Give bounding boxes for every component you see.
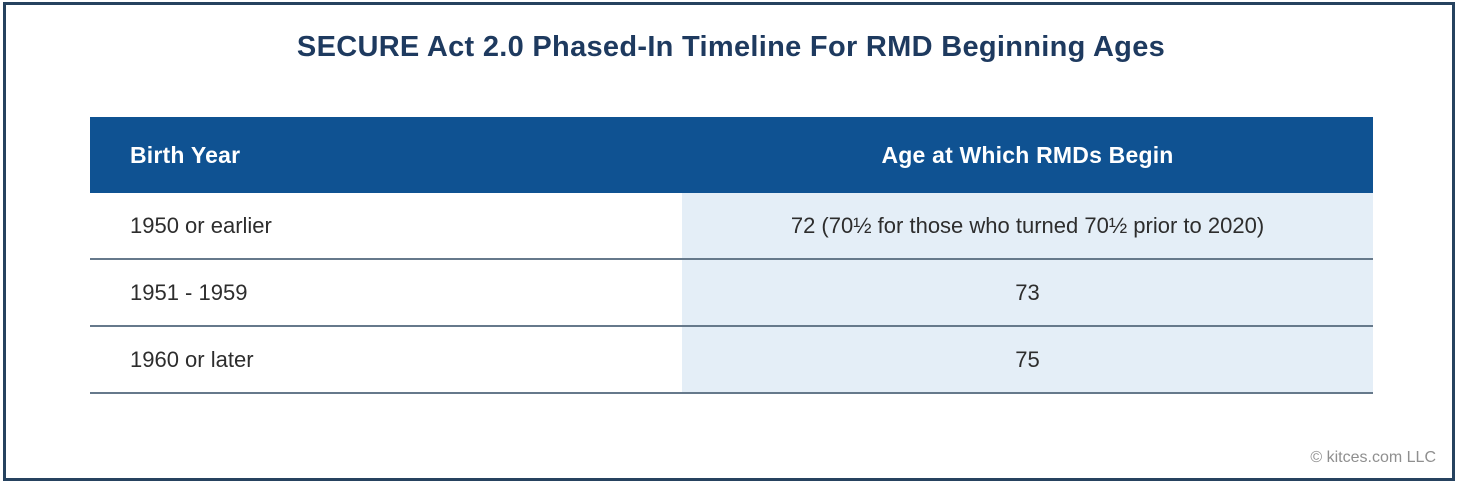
table-header-row: Birth Year Age at Which RMDs Begin xyxy=(90,117,1373,193)
rmd-age-table: Birth Year Age at Which RMDs Begin 1950 … xyxy=(90,117,1373,394)
cell-rmd-begin-age: 73 xyxy=(682,260,1373,325)
card-border xyxy=(3,2,1455,481)
cell-rmd-begin-age: 75 xyxy=(682,327,1373,392)
figure-title: SECURE Act 2.0 Phased-In Timeline For RM… xyxy=(296,31,1166,63)
column-header-rmd-begin-age: Age at Which RMDs Begin xyxy=(881,141,1174,168)
table-row: 1960 or later 75 xyxy=(90,327,1373,394)
cell-rmd-begin-age: 72 (70½ for those who turned 70½ prior t… xyxy=(682,193,1373,258)
cell-birth-year: 1950 or earlier xyxy=(130,212,272,238)
table-row: 1950 or earlier 72 (70½ for those who tu… xyxy=(90,193,1373,260)
column-header-birth-year: Birth Year xyxy=(130,141,241,168)
copyright-credit: © kitces.com LLC xyxy=(1310,449,1436,466)
cell-birth-year: 1960 or later xyxy=(130,346,254,372)
cell-birth-year: 1951 - 1959 xyxy=(130,279,248,305)
table-row: 1951 - 1959 73 xyxy=(90,260,1373,327)
